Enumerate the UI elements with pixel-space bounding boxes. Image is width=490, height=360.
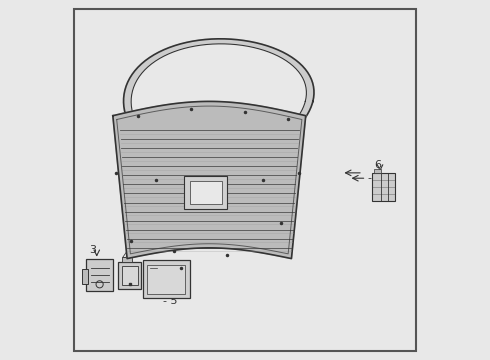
Bar — [143, 260, 190, 298]
Bar — [82, 269, 88, 284]
Bar — [373, 169, 381, 173]
Bar — [86, 258, 113, 291]
Bar — [122, 266, 138, 285]
Bar — [118, 262, 142, 289]
Bar — [190, 181, 222, 204]
Bar — [122, 257, 132, 262]
Text: - 1: - 1 — [368, 173, 382, 183]
Text: 6: 6 — [374, 160, 381, 170]
Text: 2: 2 — [142, 71, 148, 81]
Text: 3: 3 — [90, 245, 97, 255]
Bar — [147, 265, 185, 294]
Text: 4: 4 — [122, 252, 129, 262]
Polygon shape — [113, 102, 306, 258]
Polygon shape — [123, 39, 314, 164]
Polygon shape — [131, 44, 306, 159]
Text: - 5: - 5 — [163, 296, 177, 306]
Bar — [184, 176, 227, 208]
Bar — [372, 173, 395, 202]
